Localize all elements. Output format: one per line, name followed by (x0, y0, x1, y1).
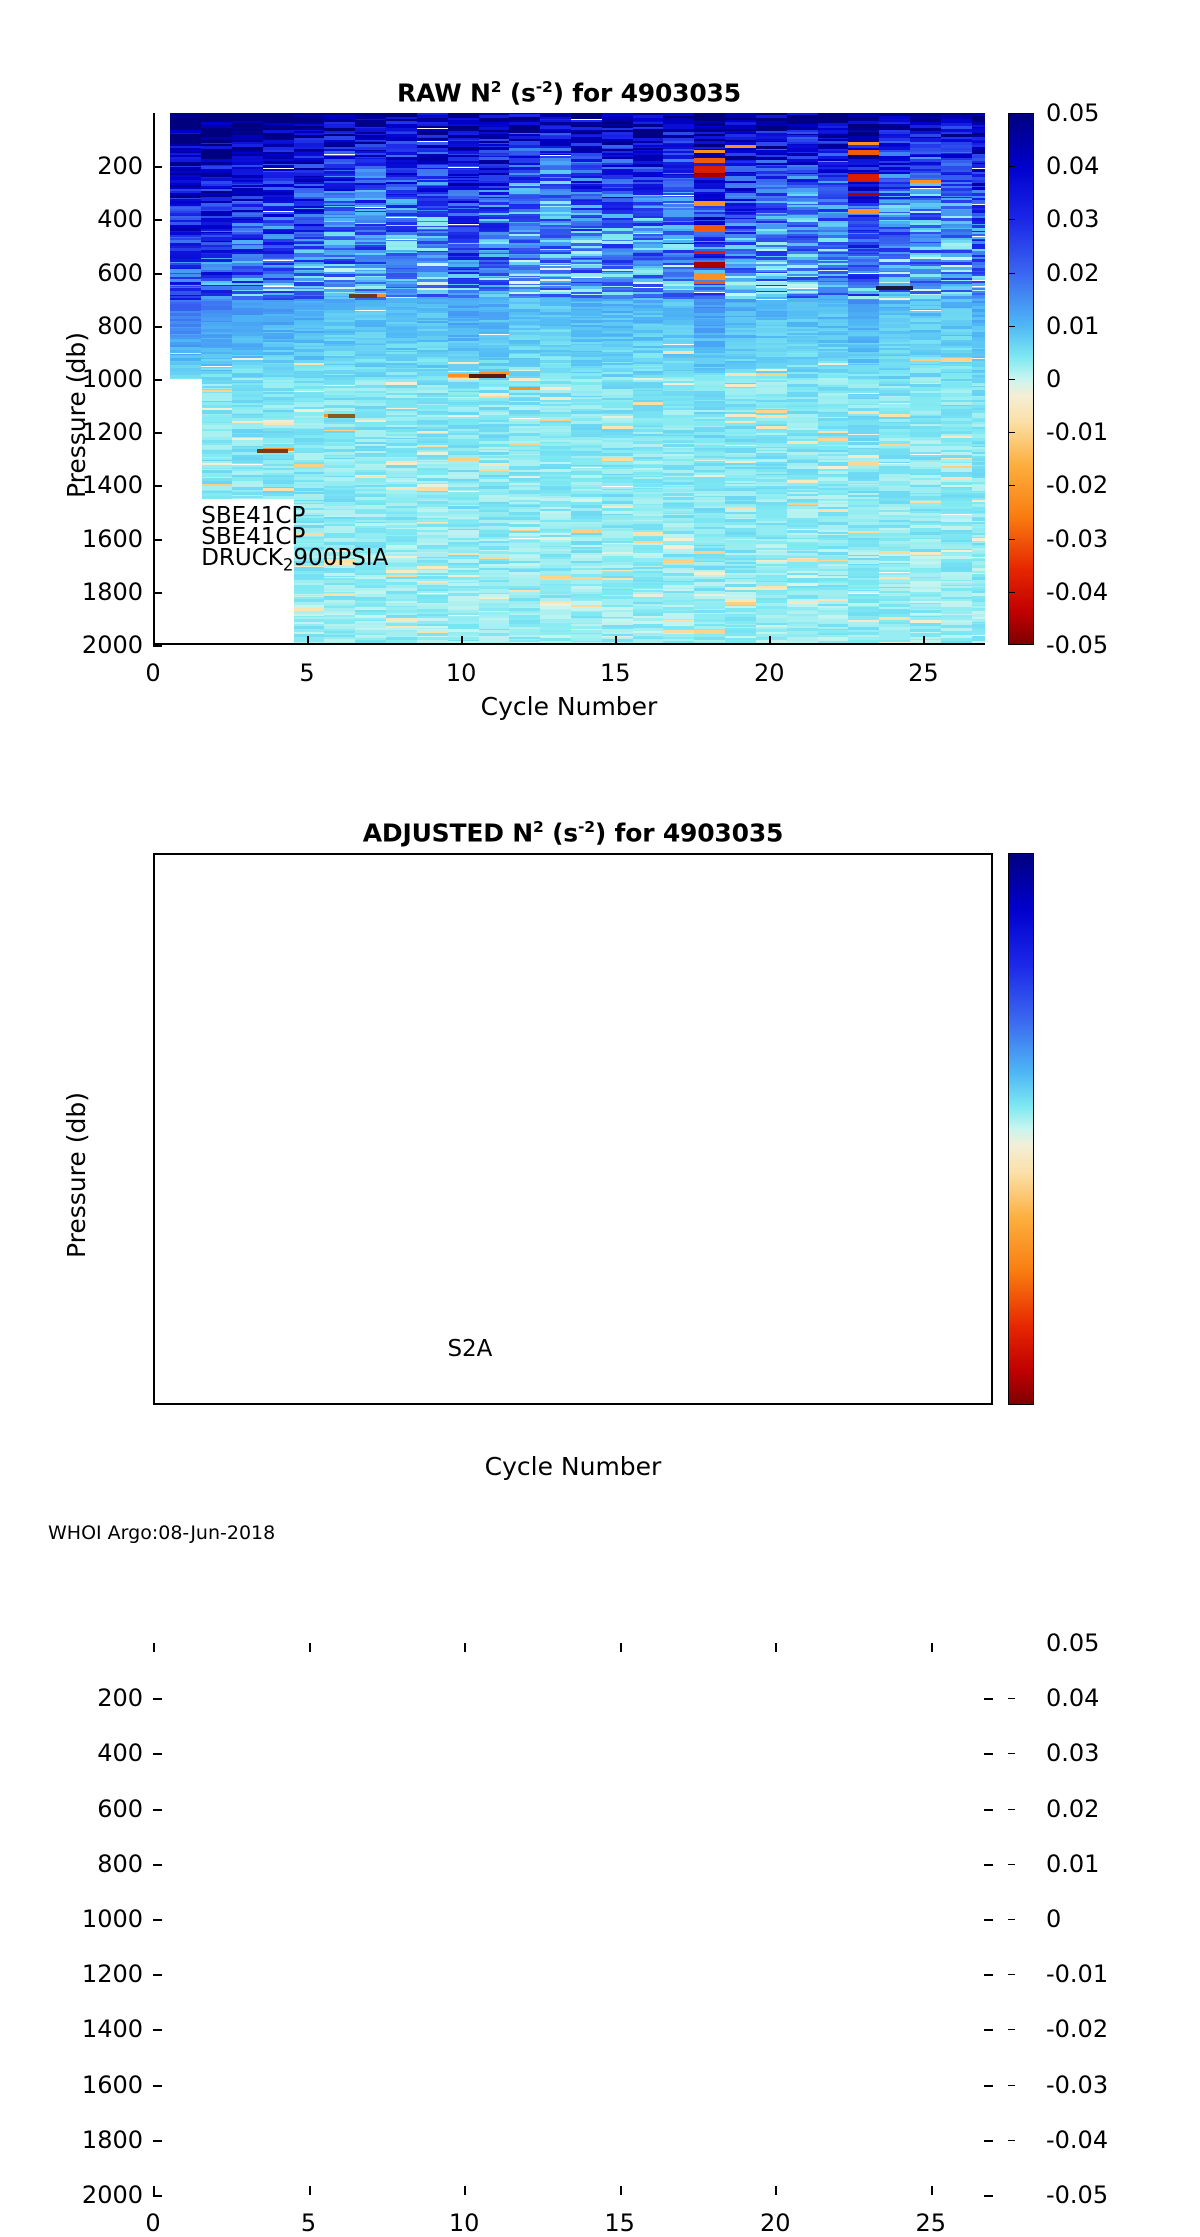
heatmap-band (725, 644, 756, 645)
heatmap-band (448, 644, 479, 645)
heatmap-band (787, 644, 818, 645)
raw-title-prefix: RAW N (397, 78, 491, 107)
heatmap-band (355, 643, 386, 644)
heatmap-band (602, 644, 633, 645)
raw-title-sup2: -2 (536, 78, 553, 96)
raw-title-sup1: 2 (491, 78, 502, 96)
raw-plot-title: RAW N2 (s-2) for 4903035 (153, 78, 985, 107)
raw-title-mid: (s (501, 78, 535, 107)
heatmap-band (756, 643, 787, 645)
heatmap-band (417, 643, 448, 645)
heatmap-band (571, 644, 602, 645)
heatmap-band (355, 644, 386, 645)
heatmap-band (540, 644, 571, 645)
figure-page: { "figure": { "footer": "WHOI Argo:08-Ju… (0, 0, 1200, 1575)
raw-title-suffix: ) for 4903035 (553, 78, 741, 107)
